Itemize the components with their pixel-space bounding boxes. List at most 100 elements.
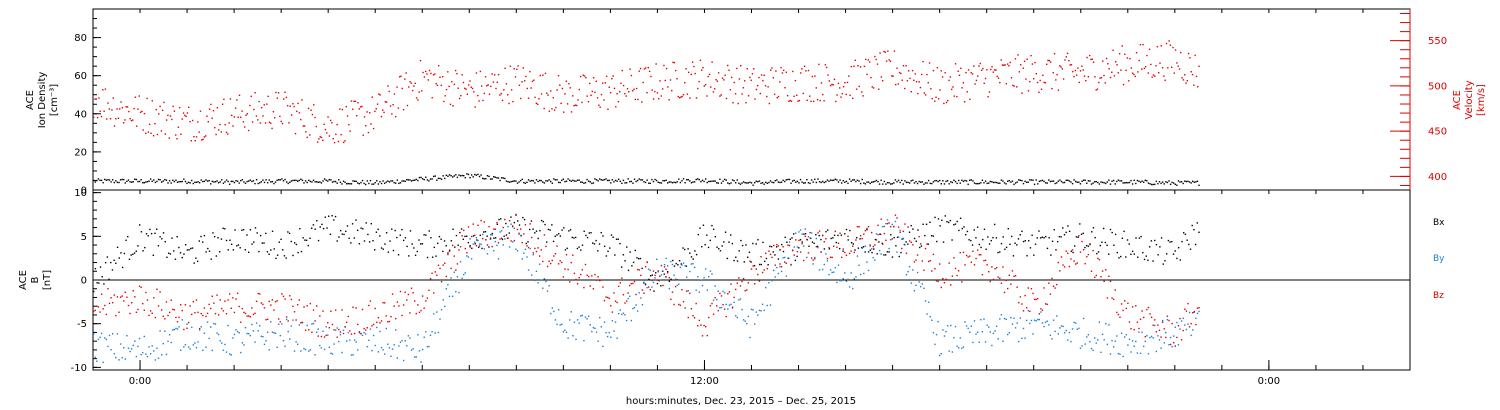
by-point [595,331,598,333]
by-point [266,331,269,333]
by-point [1146,335,1148,337]
bz-point [635,293,637,296]
bx-point [278,241,281,243]
bx-point [883,254,885,256]
by-point [1086,336,1088,338]
density-point [551,182,553,184]
bz-point [561,261,563,264]
bx-point [295,243,298,246]
velocity-point [525,75,527,78]
velocity-point [742,87,745,89]
bz-point [837,242,840,244]
bx-point [689,252,691,254]
bx-point [925,223,928,226]
by-point [1173,335,1175,337]
by-point [1003,317,1006,320]
density-point [809,182,811,185]
by-point [276,346,278,349]
velocity-point [712,91,715,93]
velocity-point [733,81,735,84]
density-point [714,180,716,182]
velocity-point [348,124,350,126]
bz-point [864,229,867,232]
density-point [1128,181,1131,184]
bz-point [712,313,715,315]
bx-point [706,234,708,236]
density-point [630,180,633,183]
density-point [254,182,256,185]
bx-point [999,251,1001,253]
bz-point [1187,302,1189,305]
by-point [738,299,740,301]
density-point [428,180,430,182]
by-point [788,241,791,243]
velocity-point [276,97,278,99]
by-point [159,330,161,332]
bz-point [260,302,263,304]
bx-point [1104,241,1107,244]
velocity-point [1178,68,1181,70]
density-point [523,181,525,184]
velocity-point [753,68,755,70]
velocity-point [512,100,514,103]
by-point [823,263,825,266]
density-point [749,181,751,183]
bx-point [350,242,352,244]
velocity-point [342,141,345,144]
density-point [409,179,411,181]
by-point [768,282,770,284]
velocity-point [439,76,441,78]
density-point [617,178,620,181]
bx-point [1050,254,1052,256]
velocity-point [251,121,254,123]
bz-point [657,270,659,273]
velocity-point [1070,63,1073,66]
velocity-point [237,116,239,118]
by-point [480,243,482,245]
bz-point [194,312,196,314]
density-point [333,180,335,183]
density-point [855,180,857,183]
by-point [488,246,490,249]
velocity-point [271,127,273,130]
density-point [940,183,942,185]
bz-point [344,326,346,328]
bz-point [676,278,678,281]
bx-point [498,218,500,221]
by-point [711,273,713,275]
bx-point [196,260,199,263]
bz-point [298,299,300,301]
velocity-point [1157,72,1160,74]
velocity-point [182,112,185,114]
density-point [1030,179,1033,181]
bz-point [758,280,761,282]
bx-point [406,245,408,248]
velocity-point [677,95,679,98]
density-point [119,179,122,181]
velocity-point [530,87,532,89]
bz-point [1044,303,1047,305]
bottom-left-ylabel-line3: [nT] [42,270,53,290]
density-point [1079,183,1082,185]
by-point [875,233,878,235]
density-point [496,177,498,179]
velocity-point [1174,49,1177,51]
bx-point [224,228,226,230]
by-point [758,309,761,312]
bz-point [1166,315,1169,317]
velocity-point [1072,70,1074,73]
density-point [787,178,789,181]
velocity-point [678,96,681,99]
bz-point [483,221,485,223]
velocity-point [952,86,954,88]
bx-point [276,254,279,256]
bz-point [716,305,718,307]
bx-point [392,249,395,252]
bx-point [394,229,396,232]
velocity-point [801,68,803,70]
density-point [195,181,198,184]
by-point [635,304,637,306]
bx-point [1087,245,1090,247]
bx-point [144,246,146,249]
velocity-point [333,141,336,144]
